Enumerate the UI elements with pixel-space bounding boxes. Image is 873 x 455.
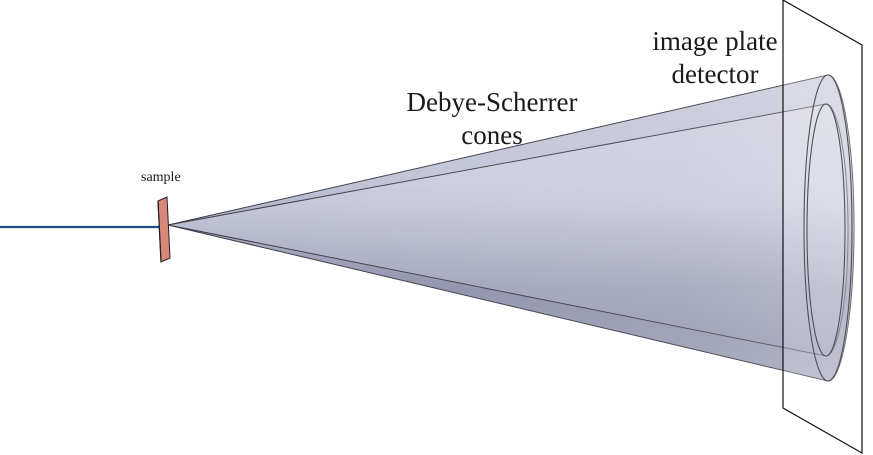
inner-cone-rim [806, 103, 846, 357]
cones-label-line1: Debye-Scherrer [406, 87, 578, 117]
sample-edge [157, 200, 162, 263]
sample-label: sample [141, 170, 181, 185]
cones-label-line2: cones [461, 120, 523, 150]
outer-cone-rim [803, 74, 853, 382]
image-plate-detector [782, 0, 863, 455]
detector-label-line2: detector [671, 59, 759, 89]
detector-label: image plate detector [640, 25, 790, 91]
cones-label: Debye-Scherrer cones [382, 86, 602, 152]
detector-label-line1: image plate [652, 26, 778, 56]
